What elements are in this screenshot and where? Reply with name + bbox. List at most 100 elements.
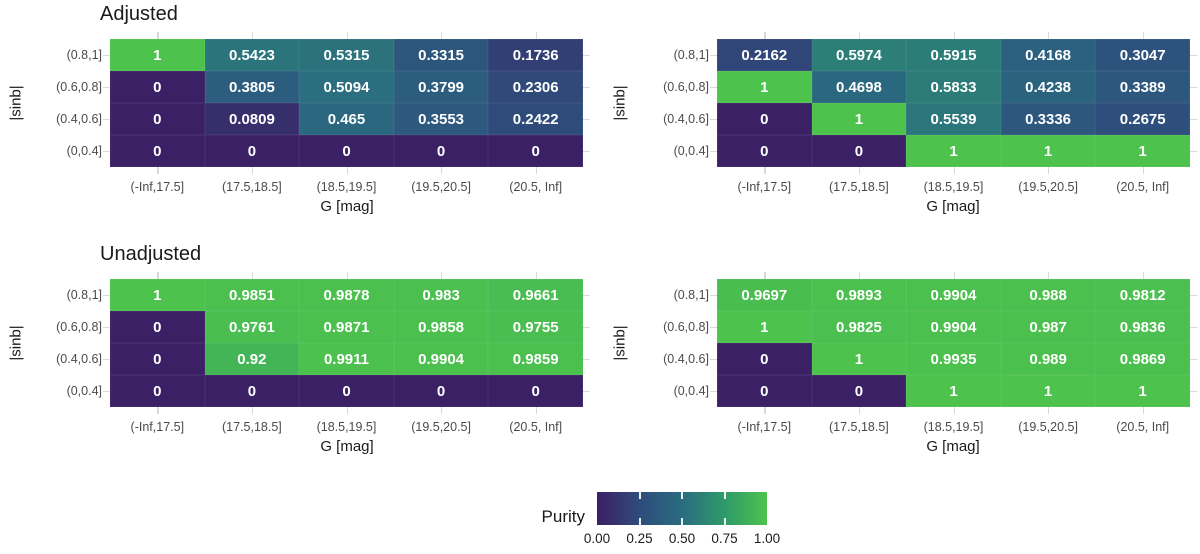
heatmap-cell: 0.92: [204, 343, 300, 375]
x-axis-title: G [mag]: [320, 438, 374, 455]
gridline-stub: [764, 272, 766, 279]
x-tick-label: (18.5,19.5]: [923, 180, 984, 194]
heatmap-cell: 1: [1095, 375, 1190, 407]
gridline-stub: [1048, 32, 1050, 39]
heatmap-cell: 0.4698: [811, 71, 907, 103]
gridline-stub: [251, 407, 254, 414]
gridline-stub: [1190, 359, 1197, 361]
y-tick-label: (0.6,0.8]: [56, 80, 102, 94]
heatmap-cell: 0.9893: [811, 279, 907, 311]
y-tick-label: (0.6,0.8]: [663, 80, 709, 94]
heatmap-cell: 0.9825: [811, 311, 907, 343]
heatmap-cell: 0.2422: [488, 103, 583, 135]
gridline-stub: [583, 87, 590, 89]
gridline-stub: [1142, 407, 1145, 414]
heatmap-cell: 0: [717, 103, 812, 135]
heatmap-cell: 1: [717, 311, 812, 343]
colorbar-tick: [681, 492, 683, 499]
heatmap-cell: 0.989: [1000, 343, 1096, 375]
gridline-stub: [858, 272, 861, 279]
heatmap-cell: 0.983: [393, 279, 489, 311]
heatmap-cell: 0.9761: [204, 311, 300, 343]
heatmap-cell: 0.9661: [488, 279, 583, 311]
heatmap-cell: 1: [811, 343, 907, 375]
heatmap-cell: 0: [204, 135, 300, 167]
heatmap-cell: 0.9871: [299, 311, 394, 343]
x-axis-title: G [mag]: [926, 438, 980, 455]
colorbar-tick: [681, 518, 683, 525]
colorbar-tick-label: 0.00: [583, 531, 611, 546]
gridline-stub: [441, 32, 443, 39]
gridline-stub: [764, 32, 766, 39]
x-tick-label: (20.5, Inf]: [1116, 420, 1170, 434]
gridline-stub: [583, 119, 590, 121]
y-tick-label: (0.6,0.8]: [663, 320, 709, 334]
y-tick-label: (0.4,0.6]: [663, 352, 709, 366]
gridline-stub: [251, 272, 254, 279]
heatmap-cell: 1: [906, 375, 1001, 407]
heatmap-cell: 0.9904: [906, 311, 1001, 343]
gridline-stub: [535, 167, 538, 174]
heatmap-cell: 0.5539: [906, 103, 1001, 135]
heatmap-cell: 0.3047: [1095, 39, 1190, 71]
x-tick-label: (20.5, Inf]: [1116, 180, 1170, 194]
heatmap-cell: 0.1736: [488, 39, 583, 71]
x-tick-label: (20.5, Inf]: [509, 420, 563, 434]
gridline-stub: [157, 32, 159, 39]
gridline-stub: [103, 119, 110, 121]
heatmap-cell: 0: [811, 375, 907, 407]
heatmap-cell: 0.9904: [906, 279, 1001, 311]
gridline-stub: [441, 407, 443, 414]
panel-title-adjusted: Adjusted: [100, 3, 178, 25]
y-tick-label: (0.4,0.6]: [663, 112, 709, 126]
heatmap-cell: 0.5094: [299, 71, 394, 103]
heatmap-cell: 0.2675: [1095, 103, 1190, 135]
gridline-stub: [583, 327, 590, 329]
gridline-stub: [858, 167, 861, 174]
gridline-stub: [858, 407, 861, 414]
gridline-stub: [953, 167, 955, 174]
gridline-stub: [157, 272, 159, 279]
gridline-stub: [1190, 119, 1197, 121]
heatmap-cell: 0: [110, 343, 205, 375]
heatmap-cell: 0.9812: [1095, 279, 1190, 311]
heatmap-cell: 0.465: [299, 103, 394, 135]
gridline-stub: [583, 55, 590, 57]
gridline-stub: [346, 407, 348, 414]
x-tick-label: (19.5,20.5]: [1018, 180, 1078, 194]
heatmap-cell: 0: [110, 375, 205, 407]
colorbar-tick-label: 0.75: [711, 531, 738, 546]
heatmap-cell: 0: [110, 103, 205, 135]
heatmap-cell: 0: [717, 343, 812, 375]
gridline-stub: [157, 167, 159, 174]
x-axis-title: G [mag]: [320, 198, 374, 215]
gridline-stub: [103, 327, 110, 329]
gridline-stub: [1048, 272, 1050, 279]
gridline-stub: [441, 167, 443, 174]
gridline-stub: [583, 359, 590, 361]
gridline-stub: [710, 359, 717, 361]
y-tick-label: (0,0.4]: [673, 384, 709, 398]
gridline-stub: [583, 391, 590, 393]
heatmap-cell: 0.9911: [299, 343, 394, 375]
gridline-stub: [710, 327, 717, 329]
gridline-stub: [1190, 327, 1197, 329]
heatmap-cell: 0.9859: [488, 343, 583, 375]
colorbar-tick-label: 1.00: [753, 531, 781, 546]
colorbar-tick-label: 0.25: [626, 531, 653, 546]
gridline-stub: [346, 167, 348, 174]
gridline-stub: [103, 55, 110, 57]
heatmap-cell: 0.3336: [1000, 103, 1096, 135]
colorbar-tick: [723, 518, 726, 525]
gridline-stub: [1142, 272, 1145, 279]
heatmap-cell: 0.5833: [906, 71, 1001, 103]
x-tick-label: (18.5,19.5]: [316, 420, 377, 434]
gridline-stub: [1048, 167, 1050, 174]
heatmap-cell: 0: [299, 375, 394, 407]
heatmap-cell: 0: [204, 375, 300, 407]
heatmap-cell: 0: [811, 135, 907, 167]
heatmap-cell: 1: [1000, 375, 1096, 407]
heatmap-cell: 0.5915: [906, 39, 1001, 71]
x-tick-label: (17.5,18.5]: [222, 420, 282, 434]
gridline-stub: [441, 272, 443, 279]
